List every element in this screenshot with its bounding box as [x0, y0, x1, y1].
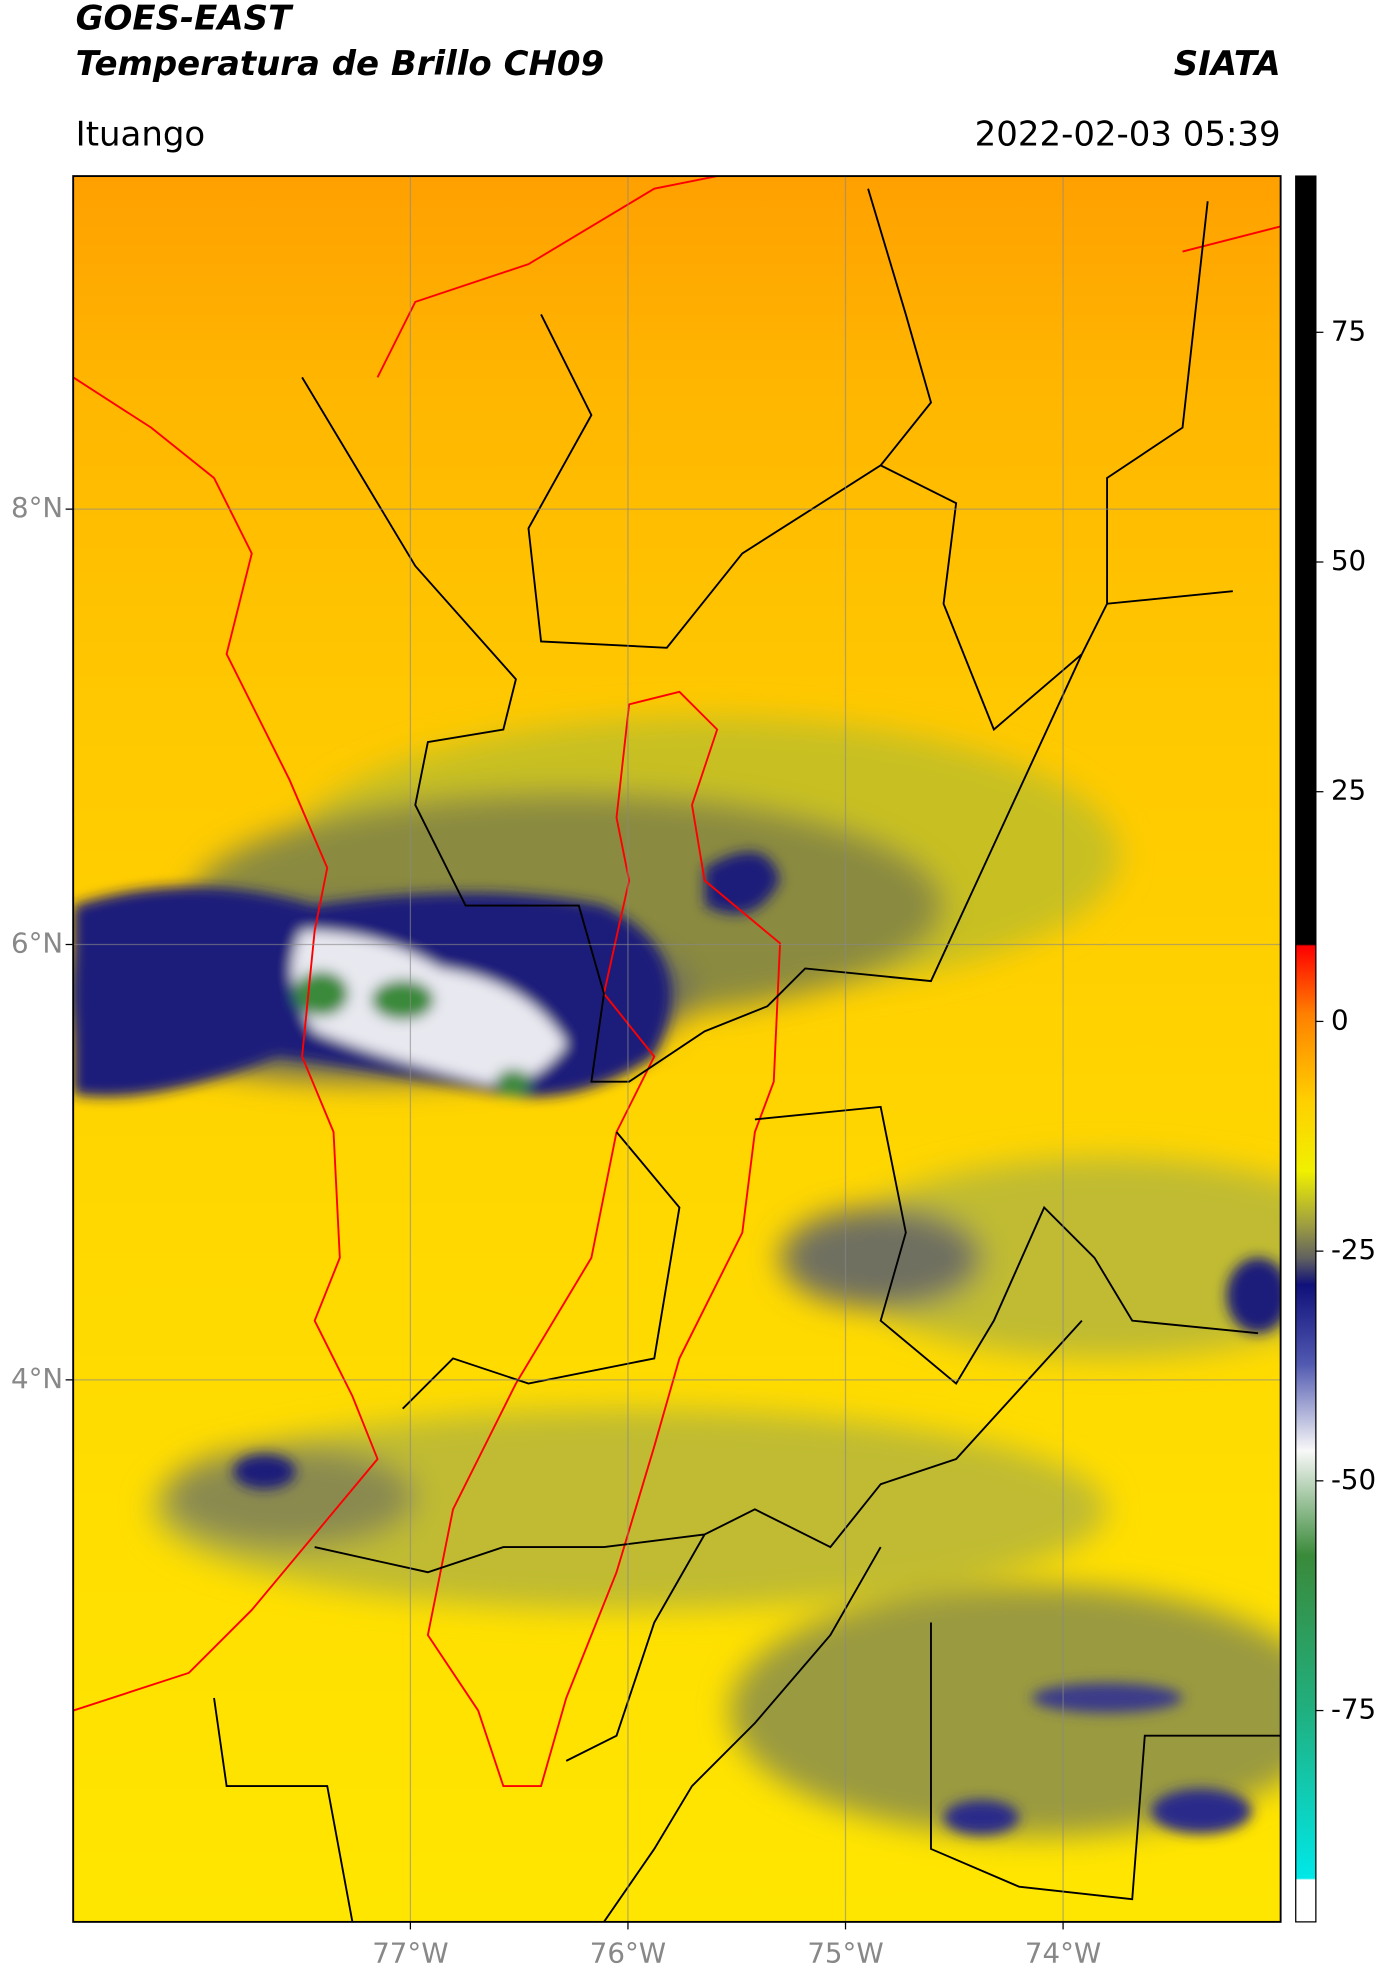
- subtitle: Temperatura de Brillo CH09: [76, 44, 604, 84]
- y-tick-label: 8°N: [11, 491, 63, 524]
- colorbar-tick-label: -75: [1331, 1693, 1376, 1726]
- x-tick-label: 77°W: [372, 1937, 448, 1970]
- location: Ituango: [76, 114, 206, 154]
- map-imagery: [73, 176, 1281, 1922]
- colorbar-tick-label: 25: [1331, 774, 1366, 807]
- x-tick-label: 76°W: [590, 1937, 666, 1970]
- source: SIATA: [1174, 44, 1281, 84]
- datetime: 2022-02-03 05:39: [975, 114, 1281, 154]
- x-tick-label: 75°W: [807, 1937, 883, 1970]
- colorbar-tick-label: 50: [1331, 544, 1366, 577]
- colorbar-tick-label: 75: [1331, 314, 1366, 347]
- grid: [73, 176, 1281, 1922]
- colorbar-tick-label: -50: [1331, 1463, 1376, 1496]
- title: GOES-EAST: [76, 0, 294, 39]
- colorbar-tick-label: 0: [1331, 1003, 1349, 1036]
- colorbar: [1295, 175, 1317, 1923]
- y-tick-label: 4°N: [11, 1362, 63, 1395]
- colorbar-tick-label: -25: [1331, 1233, 1376, 1266]
- map-frame: [72, 175, 1282, 1923]
- y-tick-label: 6°N: [11, 927, 63, 960]
- x-tick-label: 74°W: [1025, 1937, 1101, 1970]
